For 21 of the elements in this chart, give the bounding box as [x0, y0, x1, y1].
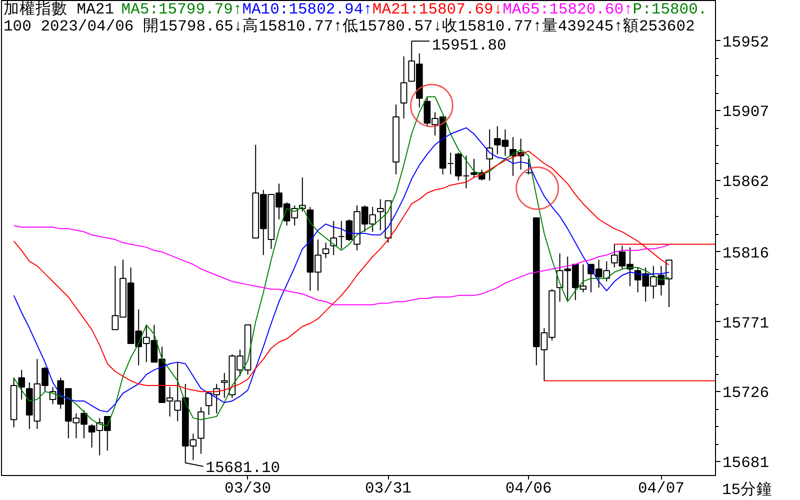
x-tick-label: 03/31 — [364, 480, 412, 498]
y-tick-label: 15726 — [722, 384, 770, 402]
x-tick-label: 03/30 — [224, 480, 272, 498]
text: 100 2023/04/06 開15798.65↓高15810.77↑低15780.57↓收15810.77↑量439245↑額253602 — [4, 16, 695, 36]
annotation: P:15800. — [632, 0, 708, 18]
chart-title: 加權指數 MA21 — [4, 0, 114, 18]
x-axis-title: 15分鐘 — [722, 481, 773, 499]
annotation: 15951.80 — [432, 36, 506, 55]
y-tick-label: 15681 — [722, 454, 770, 472]
y-tick-label: 15952 — [722, 33, 770, 52]
text: MA65:15820.60↑ — [502, 0, 633, 18]
x-tick-label: 04/06 — [505, 480, 552, 498]
y-tick-label: 15771 — [722, 314, 770, 332]
text: MA10:15802.94↑ — [242, 0, 372, 18]
y-tick-label: 15907 — [722, 103, 770, 122]
y-tick-label: 15862 — [722, 173, 770, 192]
text: MA21:15807.69↓ — [372, 0, 503, 18]
x-tick-label: 04/07 — [638, 480, 684, 498]
annotation: 15681.10 — [206, 458, 280, 477]
y-tick-label: 15816 — [722, 244, 770, 262]
text: MA5:15799.79↑ — [121, 0, 242, 18]
